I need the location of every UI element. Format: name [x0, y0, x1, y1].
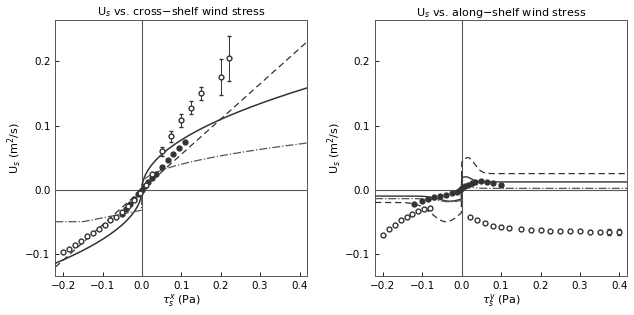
- Y-axis label: U$_s$ (m$^2$/s): U$_s$ (m$^2$/s): [6, 122, 23, 174]
- Y-axis label: U$_s$ (m$^2$/s): U$_s$ (m$^2$/s): [325, 122, 344, 174]
- Title: U$_s$ vs. along$-$shelf wind stress: U$_s$ vs. along$-$shelf wind stress: [416, 6, 586, 20]
- Title: U$_s$ vs. cross$-$shelf wind stress: U$_s$ vs. cross$-$shelf wind stress: [97, 6, 266, 19]
- X-axis label: $\tau_s^y$ (Pa): $\tau_s^y$ (Pa): [482, 292, 521, 309]
- X-axis label: $\tau_s^x$ (Pa): $\tau_s^x$ (Pa): [162, 292, 201, 309]
